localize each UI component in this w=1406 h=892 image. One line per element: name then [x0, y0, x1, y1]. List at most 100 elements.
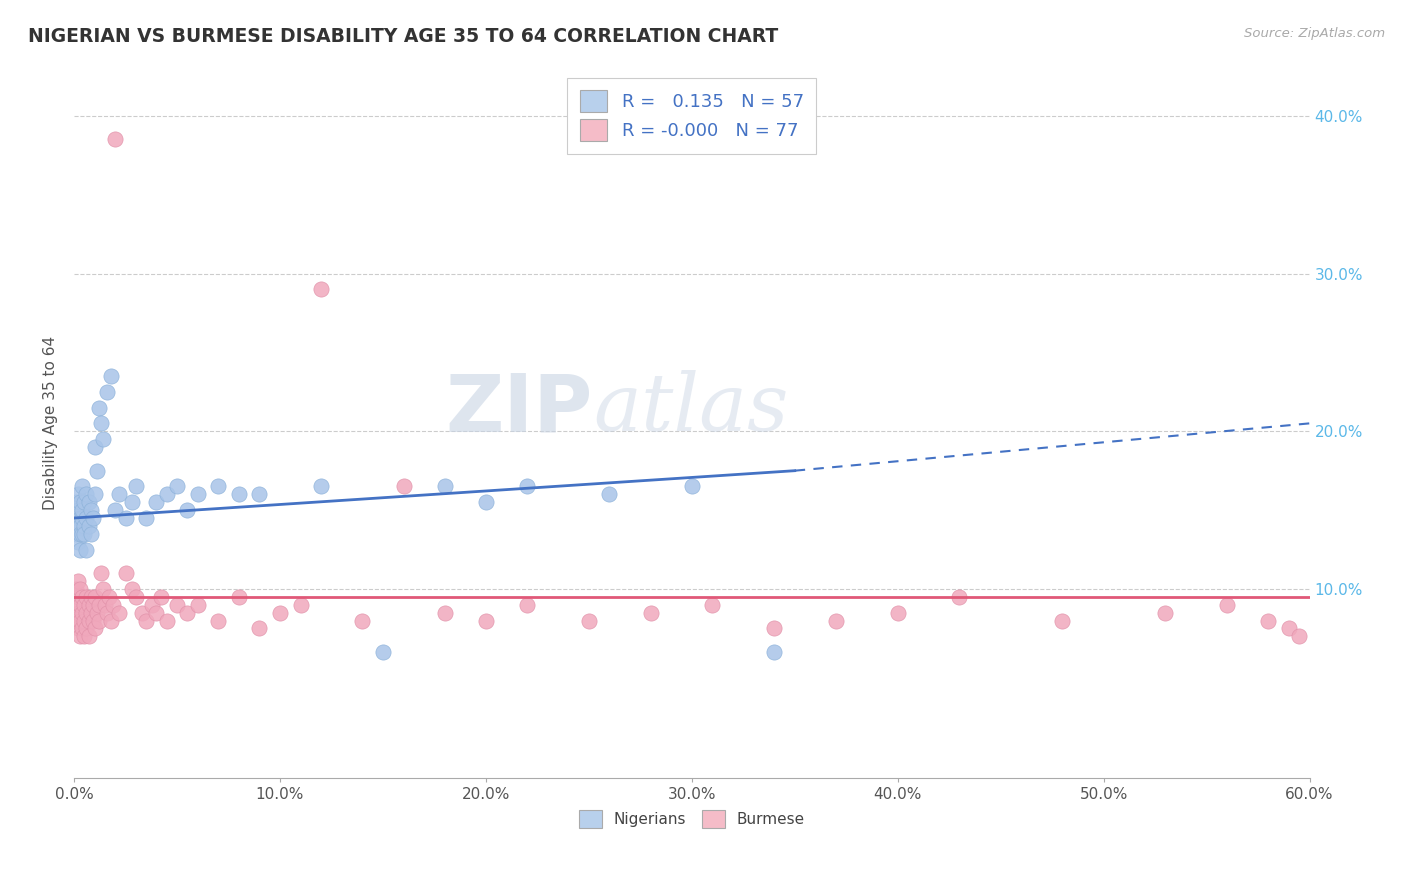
Point	[578, 614, 600, 628]
Point	[207, 614, 229, 628]
Point	[69, 542, 91, 557]
Point	[77, 629, 100, 643]
Text: NIGERIAN VS BURMESE DISABILITY AGE 35 TO 64 CORRELATION CHART: NIGERIAN VS BURMESE DISABILITY AGE 35 TO…	[28, 27, 779, 45]
Point	[86, 464, 108, 478]
Point	[69, 526, 91, 541]
Point	[77, 519, 100, 533]
Point	[77, 495, 100, 509]
Point	[763, 645, 786, 659]
Point	[65, 495, 87, 509]
Point	[433, 606, 456, 620]
Text: atlas: atlas	[593, 370, 789, 448]
Point	[69, 614, 91, 628]
Point	[83, 621, 105, 635]
Point	[69, 511, 91, 525]
Point	[640, 606, 662, 620]
Point	[83, 487, 105, 501]
Point	[114, 511, 136, 525]
Point	[96, 606, 118, 620]
Point	[103, 598, 125, 612]
Point	[228, 590, 250, 604]
Point	[108, 606, 131, 620]
Point	[94, 598, 117, 612]
Point	[72, 621, 94, 635]
Point	[82, 598, 104, 612]
Point	[86, 606, 108, 620]
Point	[475, 614, 498, 628]
Point	[187, 487, 209, 501]
Point	[121, 582, 143, 596]
Point	[131, 606, 153, 620]
Point	[309, 282, 332, 296]
Point	[176, 606, 198, 620]
Point	[149, 590, 172, 604]
Point	[96, 384, 118, 399]
Point	[79, 503, 101, 517]
Point	[82, 614, 104, 628]
Legend: Nigerians, Burmese: Nigerians, Burmese	[572, 804, 811, 834]
Point	[87, 401, 110, 415]
Point	[75, 621, 97, 635]
Point	[135, 511, 157, 525]
Point	[91, 432, 114, 446]
Point	[228, 487, 250, 501]
Point	[73, 629, 96, 643]
Point	[72, 503, 94, 517]
Point	[69, 598, 91, 612]
Point	[125, 479, 148, 493]
Point	[1216, 598, 1239, 612]
Point	[72, 590, 94, 604]
Point	[90, 417, 112, 431]
Text: Source: ZipAtlas.com: Source: ZipAtlas.com	[1244, 27, 1385, 40]
Point	[77, 614, 100, 628]
Point	[72, 511, 94, 525]
Point	[72, 526, 94, 541]
Point	[598, 487, 620, 501]
Point	[145, 495, 167, 509]
Point	[67, 519, 90, 533]
Point	[763, 621, 786, 635]
Point	[67, 534, 90, 549]
Point	[73, 519, 96, 533]
Point	[69, 519, 91, 533]
Point	[87, 598, 110, 612]
Point	[65, 614, 87, 628]
Point	[702, 598, 724, 612]
Point	[1154, 606, 1177, 620]
Point	[87, 614, 110, 628]
Point	[67, 503, 90, 517]
Point	[187, 598, 209, 612]
Point	[269, 606, 291, 620]
Point	[886, 606, 908, 620]
Point	[371, 645, 394, 659]
Point	[433, 479, 456, 493]
Point	[145, 606, 167, 620]
Point	[75, 511, 97, 525]
Point	[75, 487, 97, 501]
Point	[156, 614, 179, 628]
Point	[91, 582, 114, 596]
Point	[156, 487, 179, 501]
Point	[72, 606, 94, 620]
Point	[69, 629, 91, 643]
Point	[121, 495, 143, 509]
Point	[79, 590, 101, 604]
Point	[166, 598, 188, 612]
Point	[141, 598, 163, 612]
Point	[67, 621, 90, 635]
Point	[77, 598, 100, 612]
Point	[475, 495, 498, 509]
Point	[135, 614, 157, 628]
Point	[392, 479, 415, 493]
Point	[67, 574, 90, 588]
Point	[73, 495, 96, 509]
Point	[83, 440, 105, 454]
Point	[100, 614, 122, 628]
Point	[75, 606, 97, 620]
Point	[65, 582, 87, 596]
Point	[67, 606, 90, 620]
Point	[125, 590, 148, 604]
Point	[948, 590, 970, 604]
Point	[73, 526, 96, 541]
Point	[100, 369, 122, 384]
